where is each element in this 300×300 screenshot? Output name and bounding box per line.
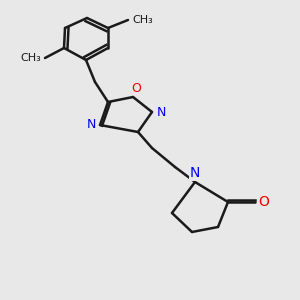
Text: O: O — [259, 195, 269, 209]
Text: N: N — [156, 106, 166, 118]
Text: CH₃: CH₃ — [132, 15, 153, 25]
Text: O: O — [131, 82, 141, 94]
Text: N: N — [190, 166, 200, 180]
Text: CH₃: CH₃ — [20, 53, 41, 63]
Text: N: N — [86, 118, 96, 131]
